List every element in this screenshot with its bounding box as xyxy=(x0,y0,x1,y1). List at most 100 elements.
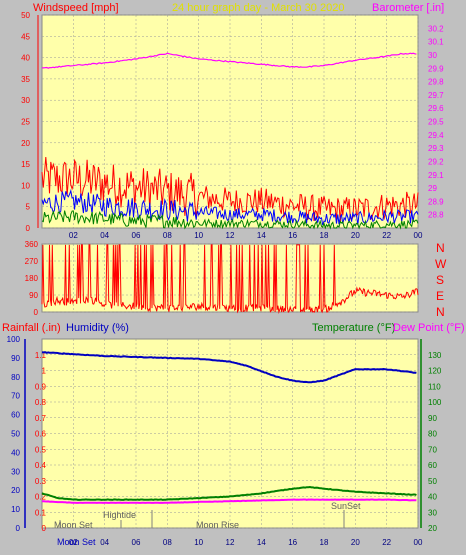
temperature-tick-label: 50 xyxy=(428,477,437,486)
wind-tick-label: 45 xyxy=(21,32,30,41)
compass-e: E xyxy=(436,289,444,303)
direction-tick-label: 180 xyxy=(25,274,39,283)
wind-tick-label: 5 xyxy=(26,203,31,212)
wind-avg-line xyxy=(41,210,419,230)
barometer-tick-label: 28.8 xyxy=(428,211,444,220)
rain-tick-label: 0.9 xyxy=(35,382,47,391)
temp-x-tick-label: 10 xyxy=(194,538,203,547)
humidity-axis-title: Humidity (%) xyxy=(66,322,129,334)
temperature-tick-label: 100 xyxy=(428,398,442,407)
humidity-tick-label: 40 xyxy=(11,448,20,457)
rain-tick-label: 0 xyxy=(42,524,47,533)
direction-tick-label: 360 xyxy=(25,240,39,249)
dewpoint-line xyxy=(42,498,417,504)
compass-n-top: N xyxy=(436,241,445,255)
temp-x-tick-label: 06 xyxy=(132,538,141,547)
temp-x-tick-label: 04 xyxy=(100,538,109,547)
sunset-label: SunSet xyxy=(331,501,361,511)
windspeed-axis-title: Windspeed [mph] xyxy=(33,2,119,14)
humidity-tick-label: 100 xyxy=(7,335,21,344)
wind-tick-label: 35 xyxy=(21,75,30,84)
barometer-line xyxy=(41,52,417,69)
axes: 0510152025303540455028.828.92929.129.229… xyxy=(7,11,444,547)
wind-x-tick-label: 14 xyxy=(257,231,266,240)
wind-tick-label: 40 xyxy=(21,54,30,63)
barometer-tick-label: 29.3 xyxy=(428,144,444,153)
temperature-line xyxy=(41,485,417,501)
temperature-tick-label: 90 xyxy=(428,414,437,423)
grid-lines xyxy=(42,14,419,529)
temp-x-tick-label: 08 xyxy=(163,538,172,547)
temp-x-tick-label: 20 xyxy=(351,538,360,547)
wind-x-tick-label: 06 xyxy=(132,231,141,240)
temp-x-tick-label: 14 xyxy=(257,538,266,547)
rain-tick-label: 1.1 xyxy=(35,351,47,360)
moon-set-bottom-label: Moon Set xyxy=(57,537,96,547)
temperature-tick-label: 80 xyxy=(428,430,437,439)
wind-x-tick-label: 02 xyxy=(69,231,78,240)
barometer-tick-label: 29.7 xyxy=(428,91,444,100)
compass-n-bottom: N xyxy=(436,305,445,319)
humidity-tick-label: 30 xyxy=(11,467,20,476)
graph-title: 24 hour graph day - March 30 2020 xyxy=(172,2,344,14)
barometer-tick-label: 29.1 xyxy=(428,171,444,180)
moon-set-label: Moon Set xyxy=(54,520,93,530)
wind-direction-line xyxy=(41,244,419,314)
barometer-tick-label: 29.6 xyxy=(428,104,444,113)
wind-speed-line xyxy=(41,188,419,226)
wind-tick-label: 30 xyxy=(21,96,30,105)
wind-x-tick-label: 22 xyxy=(382,231,391,240)
wind-x-tick-label: 20 xyxy=(351,231,360,240)
temperature-tick-label: 60 xyxy=(428,461,437,470)
rain-tick-label: 1 xyxy=(42,367,47,376)
rain-tick-label: 0.6 xyxy=(35,430,47,439)
barometer-tick-label: 30.1 xyxy=(428,38,444,47)
rain-tick-label: 0.8 xyxy=(35,398,47,407)
compass-s: S xyxy=(436,273,444,287)
humidity-tick-label: 50 xyxy=(11,430,20,439)
humidity-tick-label: 90 xyxy=(11,354,20,363)
temp-x-tick-label: 00 xyxy=(414,538,423,547)
hightide-label: Hightide xyxy=(103,510,136,520)
barometer-tick-label: 30.2 xyxy=(428,24,444,33)
wind-tick-label: 15 xyxy=(21,160,30,169)
rain-tick-label: 0.7 xyxy=(35,414,47,423)
temp-x-tick-label: 02 xyxy=(69,538,78,547)
barometer-tick-label: 30 xyxy=(428,51,437,60)
direction-tick-label: 90 xyxy=(29,291,38,300)
rain-tick-label: 0.4 xyxy=(35,461,47,470)
wind-tick-label: 25 xyxy=(21,118,30,127)
direction-tick-label: 270 xyxy=(25,257,39,266)
wind-x-tick-label: 10 xyxy=(194,231,203,240)
temp-x-tick-label: 22 xyxy=(382,538,391,547)
wind-x-tick-label: 16 xyxy=(288,231,297,240)
rain-tick-label: 0.2 xyxy=(35,493,47,502)
barometer-tick-label: 29.9 xyxy=(428,64,444,73)
rain-tick-label: 0.3 xyxy=(35,477,47,486)
wind-x-tick-label: 18 xyxy=(320,231,329,240)
humidity-tick-label: 80 xyxy=(11,373,20,382)
wind-tick-label: 50 xyxy=(21,11,30,20)
wind-tick-label: 20 xyxy=(21,139,30,148)
temperature-tick-label: 110 xyxy=(428,382,441,391)
humidity-line xyxy=(41,351,417,384)
wind-x-tick-label: 08 xyxy=(163,231,172,240)
wind-tick-label: 10 xyxy=(21,181,30,190)
barometer-tick-label: 29.8 xyxy=(428,78,444,87)
rainfall-axis-title: Rainfall (.in) xyxy=(2,322,61,334)
barometer-axis-title: Barometer [.in] xyxy=(372,2,444,14)
humidity-tick-label: 20 xyxy=(11,486,20,495)
temp-x-tick-label: 18 xyxy=(320,538,329,547)
temperature-tick-label: 130 xyxy=(428,351,442,360)
barometer-tick-label: 29.4 xyxy=(428,131,444,140)
barometer-tick-label: 29 xyxy=(428,184,437,193)
temperature-axis-title: Temperature (°F) xyxy=(312,322,395,334)
temperature-tick-label: 40 xyxy=(428,493,437,502)
temp-x-tick-label: 16 xyxy=(288,538,297,547)
compass-w: W xyxy=(435,257,447,271)
wind-x-tick-label: 12 xyxy=(226,231,235,240)
wind-x-tick-label: 04 xyxy=(100,231,109,240)
barometer-tick-label: 29.2 xyxy=(428,157,444,166)
humidity-tick-label: 0 xyxy=(16,524,21,533)
